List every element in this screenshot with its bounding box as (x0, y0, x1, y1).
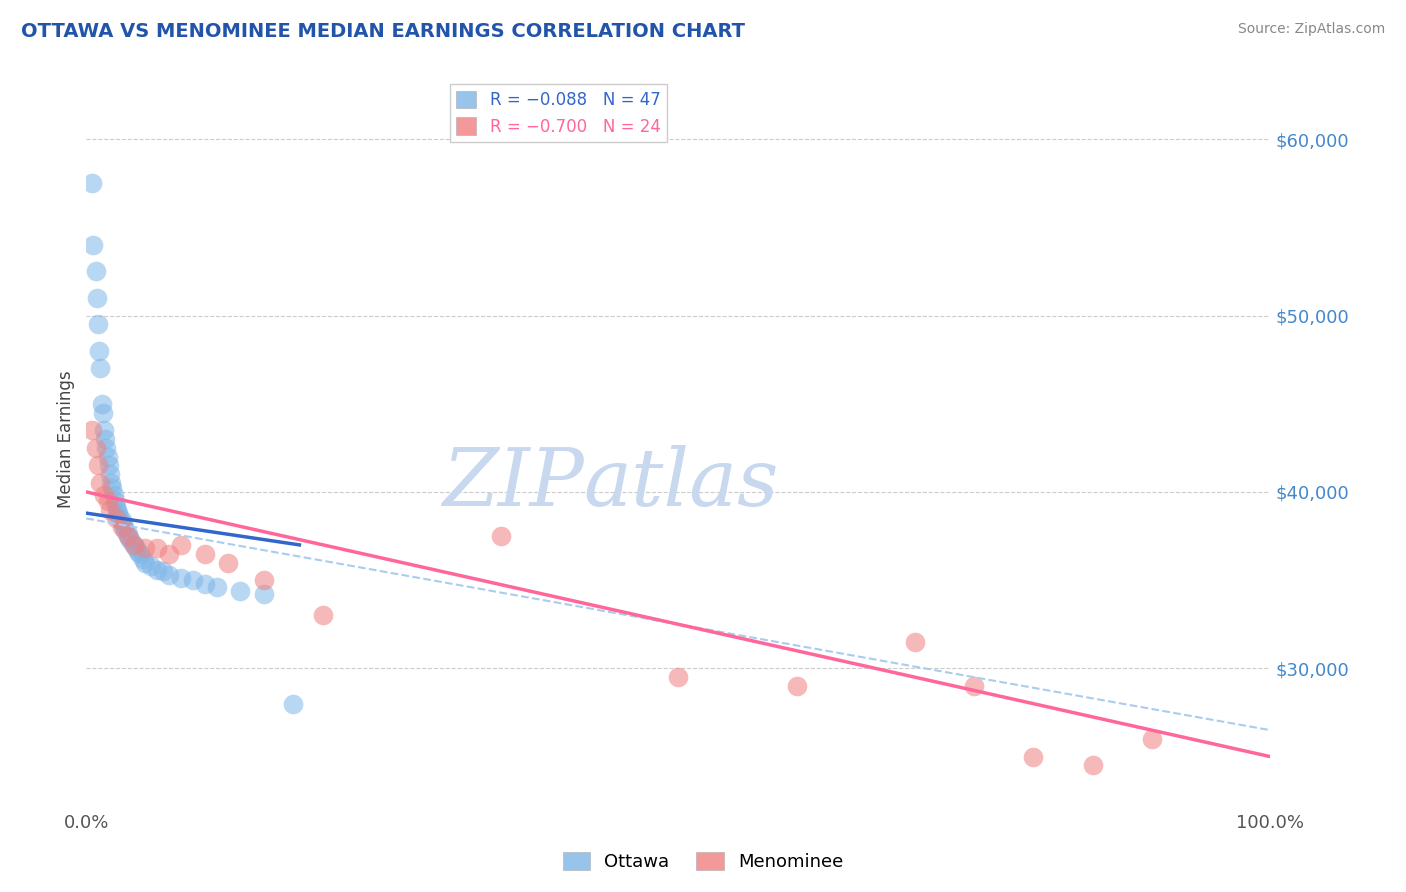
Point (157, 567, 180, 582)
Point (93, 488, 115, 502)
Text: Source: ZipAtlas.com: Source: ZipAtlas.com (1237, 22, 1385, 37)
Text: OTTAWA VS MENOMINEE MEDIAN EARNINGS CORRELATION CHART: OTTAWA VS MENOMINEE MEDIAN EARNINGS CORR… (21, 22, 745, 41)
Point (118, 531, 141, 545)
Point (98, 502, 121, 516)
Point (181, 573, 204, 587)
Point (91, 406, 114, 420)
Point (111, 520, 134, 534)
Y-axis label: Median Earnings: Median Earnings (58, 370, 75, 508)
Point (105, 502, 128, 516)
Point (104, 493, 127, 508)
Point (120, 534, 142, 549)
Point (96, 441, 118, 455)
Point (87, 318, 110, 332)
Point (217, 556, 239, 570)
Point (194, 576, 217, 591)
Point (111, 516, 134, 531)
Point (125, 541, 148, 556)
Point (134, 541, 156, 556)
Point (97, 458, 120, 473)
Point (786, 679, 808, 693)
Point (146, 563, 169, 577)
Point (117, 527, 139, 541)
Point (89, 361, 111, 376)
Point (904, 635, 927, 649)
Point (128, 547, 150, 561)
Point (157, 547, 180, 561)
Point (89, 476, 111, 491)
Point (101, 482, 124, 496)
Point (666, 670, 689, 684)
Point (283, 697, 305, 711)
Point (122, 538, 145, 552)
Point (97, 450, 120, 464)
Point (141, 559, 163, 574)
Text: atlas: atlas (583, 445, 779, 522)
Point (229, 583, 252, 598)
Point (134, 556, 156, 570)
Point (104, 499, 127, 513)
Point (98, 467, 121, 482)
Point (112, 520, 135, 534)
Point (146, 541, 169, 556)
Legend: R = −0.088   N = 47, R = −0.700   N = 24: R = −0.088 N = 47, R = −0.700 N = 24 (450, 84, 668, 142)
Point (132, 552, 155, 566)
Point (97, 493, 120, 508)
Point (312, 608, 335, 623)
Point (93, 423, 115, 437)
Point (103, 488, 125, 502)
Point (94, 432, 117, 446)
Point (104, 511, 127, 525)
Point (1022, 749, 1045, 764)
Point (127, 545, 149, 559)
Point (205, 580, 228, 594)
Point (114, 524, 136, 538)
Point (82, 238, 104, 252)
Point (87, 458, 110, 473)
Point (152, 565, 174, 579)
Point (1081, 758, 1104, 772)
Point (89, 343, 111, 358)
Point (117, 529, 139, 543)
Point (111, 513, 134, 527)
Point (84, 441, 107, 455)
Point (108, 509, 131, 524)
Point (84, 264, 107, 278)
Point (194, 547, 217, 561)
Point (82, 176, 104, 190)
Point (253, 587, 276, 601)
Point (489, 529, 512, 543)
Point (963, 679, 986, 693)
Point (170, 538, 193, 552)
Point (122, 538, 145, 552)
Point (1140, 731, 1163, 746)
Point (253, 573, 276, 587)
Point (90, 397, 112, 411)
Text: ZIP: ZIP (441, 445, 583, 522)
Point (86, 291, 108, 305)
Point (100, 476, 122, 491)
Point (170, 571, 193, 585)
Point (82, 423, 104, 437)
Point (107, 506, 129, 520)
Legend: Ottawa, Menominee: Ottawa, Menominee (555, 845, 851, 879)
